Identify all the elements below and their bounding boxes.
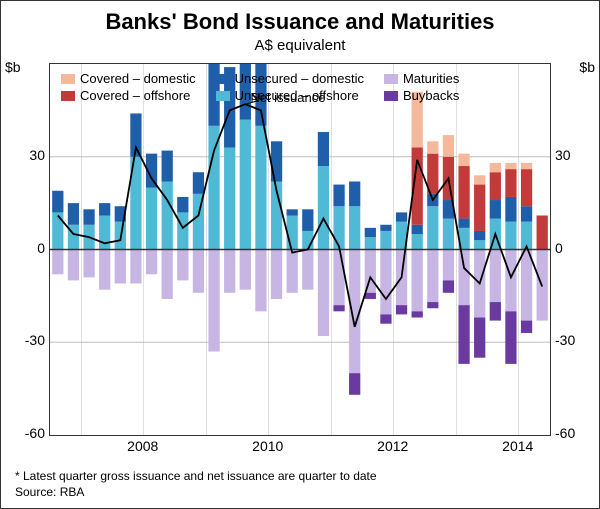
legend-label: Covered – domestic	[80, 71, 196, 86]
legend-item: Maturities	[384, 71, 459, 86]
legend-item: Buybacks	[384, 88, 459, 103]
ytick-label: 30	[11, 147, 45, 163]
legend-swatch	[384, 74, 398, 84]
legend-label: Buybacks	[403, 88, 459, 103]
chart-svg	[50, 64, 550, 435]
xtick-label: 2010	[252, 438, 283, 454]
legend-label: Covered – offshore	[80, 88, 190, 103]
legend-item: Unsecured – domestic	[216, 71, 364, 86]
legend-swatch	[384, 91, 398, 101]
y-unit-left: $b	[5, 59, 21, 75]
chart-title: Banks' Bond Issuance and Maturities	[1, 9, 599, 35]
plot-area	[49, 63, 551, 436]
footnote-text: * Latest quarter gross issuance and net …	[15, 468, 377, 484]
legend-label: Maturities	[403, 71, 459, 86]
ytick-label: -60	[555, 425, 589, 441]
xtick-label: 2008	[127, 438, 158, 454]
ytick-label: 0	[555, 240, 589, 256]
y-unit-right: $b	[579, 59, 595, 75]
net-issuance-label: Net issuance	[250, 90, 325, 105]
footnote: * Latest quarter gross issuance and net …	[15, 468, 377, 500]
ytick-label: -30	[555, 332, 589, 348]
xtick-label: 2012	[377, 438, 408, 454]
ytick-label: 0	[11, 240, 45, 256]
legend-item: Covered – domestic	[61, 71, 196, 86]
source-text: Source: RBA	[15, 484, 377, 500]
legend-swatch	[216, 74, 230, 84]
chart-subtitle: A$ equivalent	[1, 37, 599, 54]
legend-swatch	[61, 74, 75, 84]
chart-container: Banks' Bond Issuance and Maturities A$ e…	[0, 0, 600, 509]
ytick-label: -60	[11, 425, 45, 441]
legend-label: Unsecured – domestic	[235, 71, 364, 86]
ytick-label: -30	[11, 332, 45, 348]
legend-item: Covered – offshore	[61, 88, 196, 103]
legend-swatch	[216, 91, 230, 101]
xtick-label: 2014	[502, 438, 533, 454]
legend-swatch	[61, 91, 75, 101]
ytick-label: 30	[555, 147, 589, 163]
